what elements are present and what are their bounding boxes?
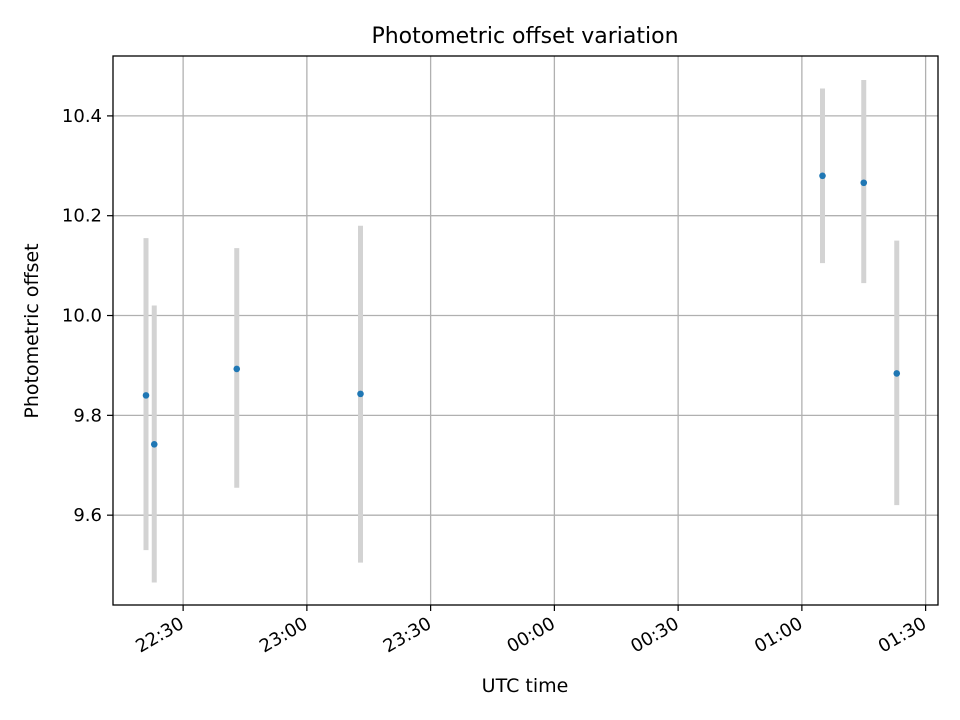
y-axis-label: Photometric offset [21, 243, 43, 418]
plot-frame [112, 55, 939, 606]
grid [113, 56, 938, 605]
y-tick-label: 10.4 [62, 106, 102, 127]
data-point [860, 179, 868, 187]
x-axis-label: UTC time [482, 675, 569, 697]
data-point [893, 370, 901, 377]
y-tick-label: 10.0 [62, 306, 102, 327]
data-points [142, 172, 901, 448]
data-point [150, 440, 158, 448]
y-tick-label: 9.6 [73, 505, 102, 526]
data-point [142, 392, 150, 399]
data-point [357, 390, 364, 398]
y-tick-label: 10.2 [62, 206, 102, 227]
y-tick-label: 9.8 [73, 405, 102, 426]
data-point [233, 365, 241, 373]
data-point [819, 172, 826, 180]
chart-title: Photometric offset variation [371, 24, 678, 49]
y-axis-ticks: 9.6 9.8 10.0 10.2 10.4 [62, 106, 113, 526]
